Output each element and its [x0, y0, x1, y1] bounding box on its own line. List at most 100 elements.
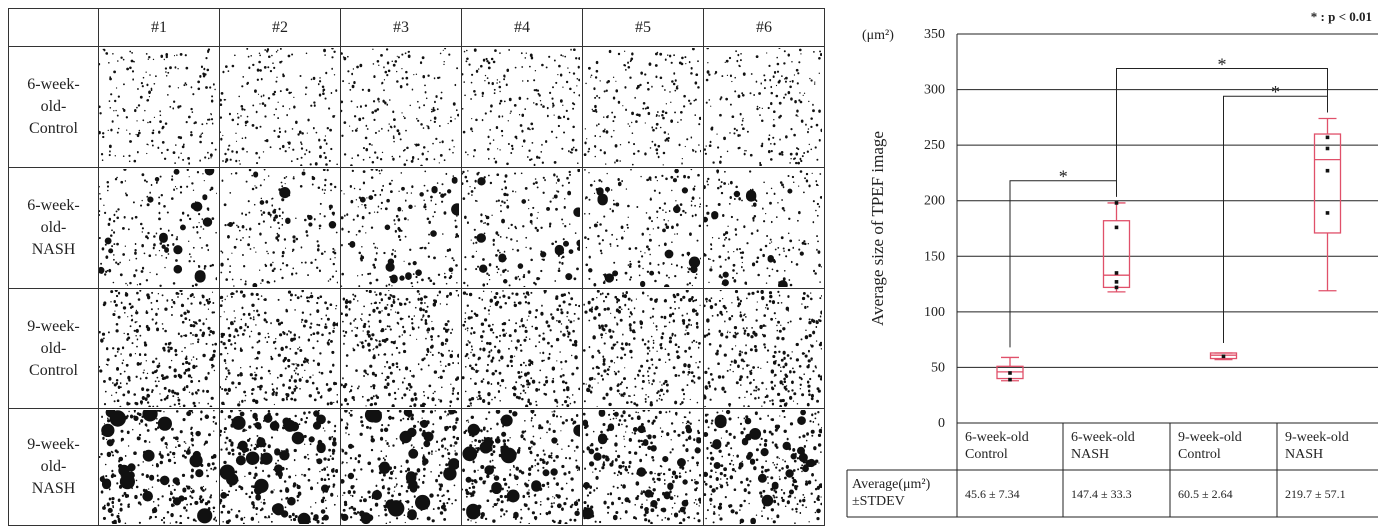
- significance-bracket: [1009, 180, 1117, 348]
- droplets: [99, 169, 217, 287]
- droplets: [462, 410, 580, 524]
- table-value: 60.5 ± 2.64: [1178, 487, 1233, 501]
- data-point: [1114, 271, 1119, 275]
- data-point: [1008, 371, 1012, 375]
- droplets: [583, 48, 701, 166]
- significance-bracket: [1223, 95, 1328, 343]
- data-point: [1325, 211, 1330, 215]
- droplets: [341, 169, 459, 287]
- x-tick-label: 6-week-old Control: [965, 430, 1029, 462]
- data-point: [1114, 201, 1119, 205]
- droplets: [583, 290, 701, 407]
- image-row: 9-week-old-Control: [8, 288, 825, 409]
- data-point: [1008, 377, 1012, 382]
- droplets: [704, 410, 822, 524]
- image-cell: [582, 46, 704, 168]
- data-point: [1325, 135, 1330, 140]
- image-cell: [703, 288, 825, 409]
- image-cell: [98, 167, 220, 289]
- significance-label: *: [1059, 167, 1068, 187]
- y-tick-label: 200: [924, 194, 945, 209]
- droplets: [220, 410, 338, 524]
- micrograph: [462, 169, 580, 287]
- row-label: 6-week-old-Control: [27, 76, 80, 137]
- significance-bracket: [1116, 67, 1328, 193]
- unit-label: (μm²): [862, 28, 894, 43]
- column-header: #3: [340, 8, 462, 47]
- micrograph: [583, 290, 701, 407]
- image-cell: [340, 46, 462, 168]
- row-label: 6-week-old-NASH: [27, 197, 80, 258]
- y-tick-label: 100: [924, 305, 945, 320]
- image-row: 6-week-old-Control: [8, 46, 825, 168]
- micrograph: [99, 169, 217, 287]
- y-tick-label: 300: [924, 83, 945, 98]
- data-point: [1114, 285, 1119, 290]
- row-label: 9-week-old-Control: [27, 317, 80, 379]
- image-cell: [461, 167, 583, 289]
- legend: * : p < 0.01: [1311, 9, 1372, 24]
- image-cell: [219, 46, 341, 168]
- micrograph: [99, 290, 217, 407]
- y-tick-label: 0: [938, 416, 945, 431]
- micrograph: [220, 290, 338, 407]
- image-cell: [98, 288, 220, 409]
- data-point: [1325, 168, 1330, 173]
- image-cell: [461, 46, 583, 168]
- micrograph: [341, 169, 459, 287]
- micrograph-grid: #1 #2 #3 #4 #5 #6 6-week-old-Control 6-week-old…: [8, 8, 825, 526]
- table-row-label: Average(μm²) ±STDEV: [852, 477, 931, 509]
- y-tick-label: 350: [924, 27, 945, 42]
- micrograph: [220, 169, 338, 287]
- droplets: [704, 290, 822, 407]
- data-point: [1325, 146, 1330, 151]
- micrograph: [462, 410, 580, 524]
- x-tick-label: 6-week-old NASH: [1071, 430, 1135, 462]
- column-header: #6: [703, 8, 825, 47]
- x-tick-label: 9-week-old NASH: [1285, 430, 1349, 462]
- y-tick-label: 250: [924, 138, 945, 153]
- table-value: 219.7 ± 57.1: [1285, 487, 1346, 501]
- x-tick-label: 9-week-old Control: [1178, 430, 1242, 462]
- micrograph: [583, 48, 701, 166]
- table-value: 45.6 ± 7.34: [965, 487, 1020, 501]
- image-cell: [461, 408, 583, 526]
- y-tick-label: 150: [924, 249, 945, 264]
- micrograph: [99, 410, 217, 524]
- significance-label: *: [1218, 54, 1227, 74]
- data-point: [1114, 280, 1119, 284]
- image-cell: [582, 167, 704, 289]
- image-cell: [340, 167, 462, 289]
- box: [1102, 220, 1131, 289]
- image-cell: [582, 288, 704, 409]
- droplets: [462, 169, 580, 287]
- data-point: [1221, 354, 1226, 359]
- data-point: [1114, 225, 1119, 230]
- box: [1313, 133, 1342, 234]
- micrograph: [220, 410, 338, 524]
- micrograph: [704, 410, 822, 524]
- droplets: [583, 410, 701, 524]
- image-row: 9-week-old-NASH: [8, 408, 825, 526]
- micrograph: [583, 410, 701, 524]
- y-tick-label: 50: [931, 360, 945, 375]
- image-row: 6-week-old-NASH: [8, 167, 825, 289]
- droplets: [220, 290, 338, 407]
- micrograph: [341, 410, 459, 524]
- droplets: [341, 410, 459, 524]
- row-label-cell: 6-week-old-NASH: [8, 167, 99, 289]
- micrograph: [704, 290, 822, 407]
- table-value: 147.4 ± 33.3: [1071, 487, 1132, 501]
- image-cell: [703, 167, 825, 289]
- droplets: [220, 169, 338, 287]
- image-cell: [340, 408, 462, 526]
- image-cell: [219, 408, 341, 526]
- droplets: [99, 410, 217, 524]
- droplets: [99, 290, 217, 407]
- row-label-cell: 9-week-old-Control: [8, 288, 99, 409]
- image-cell: [582, 408, 704, 526]
- image-cell: [219, 167, 341, 289]
- row-label: 9-week-old-NASH: [27, 436, 80, 497]
